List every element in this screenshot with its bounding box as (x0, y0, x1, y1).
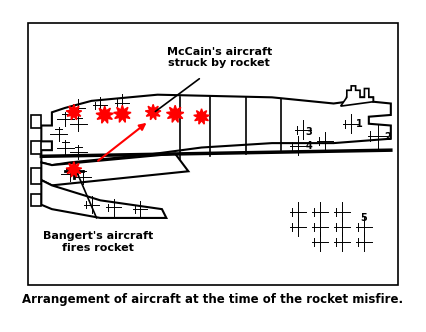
Polygon shape (96, 106, 113, 123)
Text: 1: 1 (356, 119, 363, 129)
Polygon shape (41, 154, 188, 185)
Text: McCain's aircraft
struck by rocket: McCain's aircraft struck by rocket (167, 47, 272, 68)
Bar (31, 141, 41, 154)
Polygon shape (66, 162, 82, 177)
Text: Arrangement of aircraft at the time of the rocket misfire.: Arrangement of aircraft at the time of t… (23, 293, 403, 306)
Polygon shape (41, 95, 391, 165)
Polygon shape (145, 104, 161, 120)
Polygon shape (66, 104, 82, 120)
Polygon shape (341, 86, 373, 106)
Text: Bangert's aircraft
fires rocket: Bangert's aircraft fires rocket (43, 231, 153, 253)
Bar (28, 23, 398, 285)
Bar (31, 194, 41, 207)
Bar (31, 168, 41, 184)
Bar (31, 115, 41, 128)
Polygon shape (167, 105, 184, 122)
Text: 2: 2 (385, 132, 391, 142)
Text: 5: 5 (360, 213, 367, 223)
Text: 4: 4 (305, 141, 312, 151)
Polygon shape (194, 109, 209, 124)
Text: 3: 3 (305, 127, 312, 137)
Polygon shape (114, 105, 131, 122)
Polygon shape (41, 180, 166, 218)
